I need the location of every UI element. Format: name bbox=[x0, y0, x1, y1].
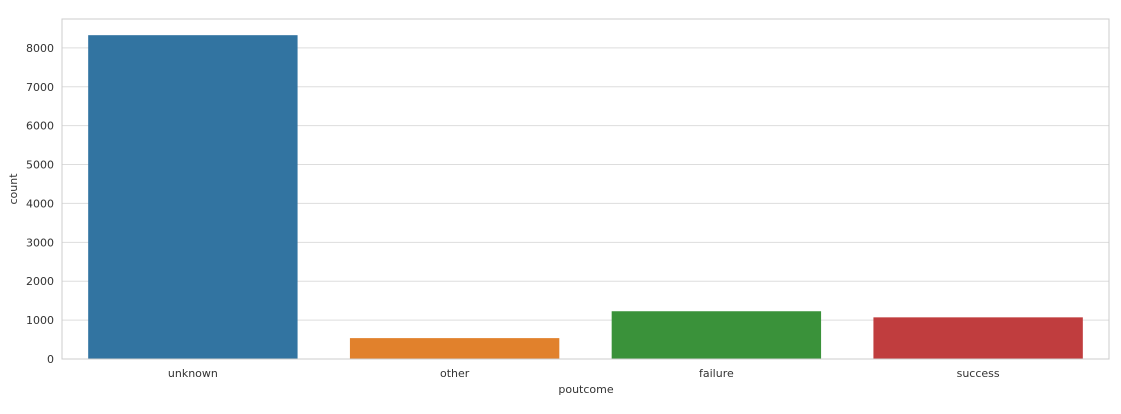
x-tick-label: success bbox=[957, 367, 1000, 380]
y-tick-label: 5000 bbox=[26, 159, 54, 172]
y-tick-label: 1000 bbox=[26, 314, 54, 327]
x-tick-label: unknown bbox=[168, 367, 218, 380]
x-tick-label: failure bbox=[699, 367, 734, 380]
y-tick-label: 3000 bbox=[26, 236, 54, 249]
y-tick-label: 6000 bbox=[26, 120, 54, 133]
y-tick-label: 7000 bbox=[26, 81, 54, 94]
bar-other bbox=[349, 338, 560, 359]
plot-frame bbox=[61, 18, 1110, 360]
y-tick-label: 2000 bbox=[26, 275, 54, 288]
y-tick-label: 8000 bbox=[26, 42, 54, 55]
y-tick-label: 0 bbox=[47, 353, 54, 366]
x-axis-label: poutcome bbox=[558, 383, 613, 396]
bars bbox=[88, 35, 1083, 360]
y-tick-labels: 0 1000 2000 3000 4000 5000 6000 7000 8000 bbox=[26, 42, 54, 366]
y-axis-label: count bbox=[7, 173, 20, 205]
x-tick-label: other bbox=[440, 367, 470, 380]
bar-unknown bbox=[88, 35, 298, 360]
y-tick-label: 4000 bbox=[26, 197, 54, 210]
bar-success bbox=[873, 317, 1083, 359]
x-tick-labels: unknown other failure success bbox=[168, 367, 1000, 380]
bar-failure bbox=[611, 311, 822, 359]
